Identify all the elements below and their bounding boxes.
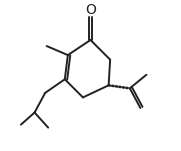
Text: O: O: [85, 3, 96, 17]
